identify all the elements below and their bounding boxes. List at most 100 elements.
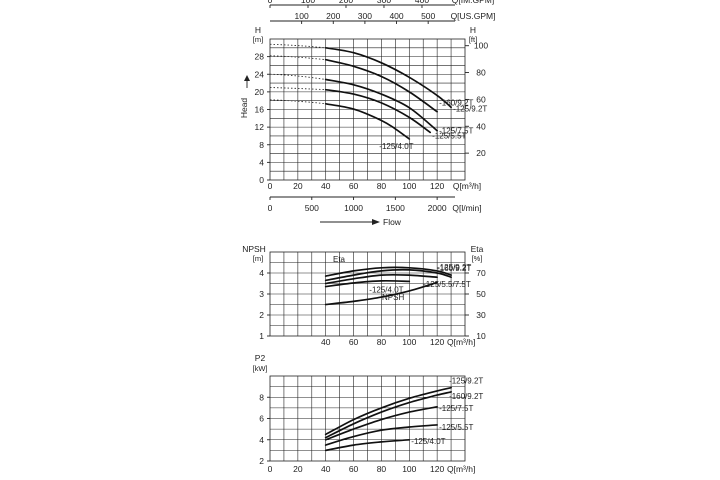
series-label-125-9-2t: -125/9.2T bbox=[449, 377, 483, 386]
x-tick-label: 120 bbox=[430, 464, 444, 474]
curve-125-5-5t bbox=[324, 88, 432, 134]
top-axis-tick-label: 100 bbox=[295, 11, 309, 21]
top-axis-tick-label: 400 bbox=[389, 11, 403, 21]
y-axis-title: H bbox=[255, 25, 261, 35]
tick-label: 8 bbox=[259, 392, 264, 402]
npsh-axis-unit: [m] bbox=[253, 254, 263, 263]
lmin-tick-label: 500 bbox=[305, 203, 319, 213]
tick-label: 12 bbox=[255, 122, 265, 132]
series-label-125-4-0t: -125/4.0T bbox=[369, 285, 403, 294]
tick-label: 1 bbox=[259, 331, 264, 341]
x-tick-label: 80 bbox=[377, 464, 387, 474]
series-label-125-9-2t: -125/9.2T bbox=[453, 104, 487, 113]
flow-arrow-head bbox=[372, 219, 380, 225]
curve-dotted-125-7-5t bbox=[269, 73, 326, 80]
x-tick-label: 60 bbox=[349, 181, 359, 191]
x-tick-label: 100 bbox=[402, 464, 416, 474]
top-axis-tick-label: 500 bbox=[421, 11, 435, 21]
head-side-label: Head bbox=[239, 98, 249, 119]
curve-125-4-0t bbox=[324, 102, 411, 140]
power-axis-unit: [kW] bbox=[253, 364, 268, 373]
top-axis-tick-label: 300 bbox=[377, 0, 391, 5]
curve-160-9-2t bbox=[324, 268, 452, 282]
curve-160-9-2t bbox=[324, 58, 438, 113]
curve-125-4-0t bbox=[324, 279, 411, 288]
ft-axis-title: H bbox=[470, 25, 476, 35]
eta-tick-label: 30 bbox=[476, 310, 486, 320]
power-chart: 2 4 6 8 P2[kW] 0 20 40 60 80 100 120 Q[m³/h] -125/9.2… bbox=[253, 353, 484, 474]
head-chart: 0 100 200 300 400 Q[IM.GPM]100 200 300 400 500 Q[U… bbox=[239, 0, 495, 227]
tick-label: 20 bbox=[255, 87, 265, 97]
tick-label: 6 bbox=[259, 414, 264, 424]
flow-label: Flow bbox=[383, 217, 402, 227]
series-label-160-9-2t: -160/9.2T bbox=[439, 99, 473, 108]
series-label-125-9-2t: -125/9.2T bbox=[437, 263, 471, 272]
tick-label: 2 bbox=[259, 310, 264, 320]
lmin-tick-label: 1500 bbox=[386, 203, 405, 213]
ft-tick-label: 20 bbox=[476, 148, 486, 158]
eta-axis-title: Eta bbox=[471, 244, 484, 254]
top-axis-tick-label: 0 bbox=[268, 0, 273, 5]
curve-125-5-5t bbox=[324, 424, 438, 446]
lmin-tick-label: 0 bbox=[268, 203, 273, 213]
tick-label: 28 bbox=[255, 52, 265, 62]
top-axis-tick-label: 400 bbox=[415, 0, 429, 5]
top-axis-title: Q[IM.GPM] bbox=[452, 0, 495, 5]
series-label-160-9-2t: -160/9.2T bbox=[449, 392, 483, 401]
x-tick-label: 120 bbox=[430, 181, 444, 191]
series-label-125-4-0t: -125/4.0T bbox=[379, 142, 413, 151]
curve-dotted-125-9-2t bbox=[269, 43, 326, 49]
curve-125-7-5t bbox=[324, 78, 438, 132]
eta-axis-unit: [%] bbox=[472, 254, 483, 263]
x-tick-label: 60 bbox=[349, 464, 359, 474]
tick-label: 2 bbox=[259, 456, 264, 466]
series-label-125-7-5t: -125/7.5T bbox=[439, 404, 473, 413]
top-axis-title: Q[US.GPM] bbox=[451, 11, 496, 21]
top-axis-tick-label: 300 bbox=[358, 11, 372, 21]
x-tick-label: 20 bbox=[293, 181, 303, 191]
series-label-125-5-5-7-5t: -125/5.5/7.5T bbox=[423, 280, 471, 289]
x-tick-label: 40 bbox=[321, 337, 331, 347]
series-label-125-5-5t: -125/5.5T bbox=[439, 423, 473, 432]
npsh-curve-label: NPSH bbox=[382, 293, 404, 302]
x-tick-label: 80 bbox=[377, 337, 387, 347]
series-label-125-4-0t: -125/4.0T bbox=[411, 437, 445, 446]
x-tick-label: 40 bbox=[321, 464, 331, 474]
power-axis-title: P2 bbox=[255, 353, 266, 363]
tick-label: 3 bbox=[259, 289, 264, 299]
curve-dotted-160-9-2t bbox=[269, 55, 326, 61]
x-tick-label: 40 bbox=[321, 181, 331, 191]
series-label-125-5-5t: -125/5.5T bbox=[432, 131, 466, 140]
curve-125-4-0t bbox=[324, 438, 411, 452]
eta-tick-label: 50 bbox=[476, 289, 486, 299]
curve-125-7-5t bbox=[324, 405, 438, 441]
tick-label: 0 bbox=[259, 175, 264, 185]
ft-tick-label: 40 bbox=[476, 121, 486, 131]
curve-160-9-2t bbox=[324, 391, 452, 439]
eta-tick-label: 10 bbox=[476, 331, 486, 341]
ft-tick-label: 60 bbox=[476, 94, 486, 104]
y-axis-unit: [m] bbox=[253, 35, 263, 44]
lmin-tick-label: 2000 bbox=[428, 203, 447, 213]
tick-label: 4 bbox=[259, 268, 264, 278]
lmin-tick-label: 1000 bbox=[344, 203, 363, 213]
head-side-arrow-head bbox=[244, 75, 250, 81]
x-tick-label: 120 bbox=[430, 337, 444, 347]
top-axis-tick-label: 200 bbox=[326, 11, 340, 21]
tick-label: 4 bbox=[259, 157, 264, 167]
curve-125-9-2t bbox=[324, 46, 452, 109]
x-axis-title: Q[m³/h] bbox=[453, 181, 481, 191]
curve-125-9-2t bbox=[324, 386, 452, 436]
tick-label: 16 bbox=[255, 105, 265, 115]
eta-tick-label: 70 bbox=[476, 268, 486, 278]
npsh-axis-title: NPSH bbox=[242, 244, 266, 254]
x-axis-title: Q[m³/h] bbox=[447, 337, 475, 347]
x-tick-label: 80 bbox=[377, 181, 387, 191]
curve-125-5-5-7-5t bbox=[324, 273, 438, 285]
series-label-125-7-5t: -125/7.5T bbox=[439, 127, 473, 136]
tick-label: 24 bbox=[255, 69, 265, 79]
curve-dotted-125-5-5t bbox=[269, 87, 326, 91]
lmin-axis-title: Q[l/min] bbox=[452, 203, 481, 213]
